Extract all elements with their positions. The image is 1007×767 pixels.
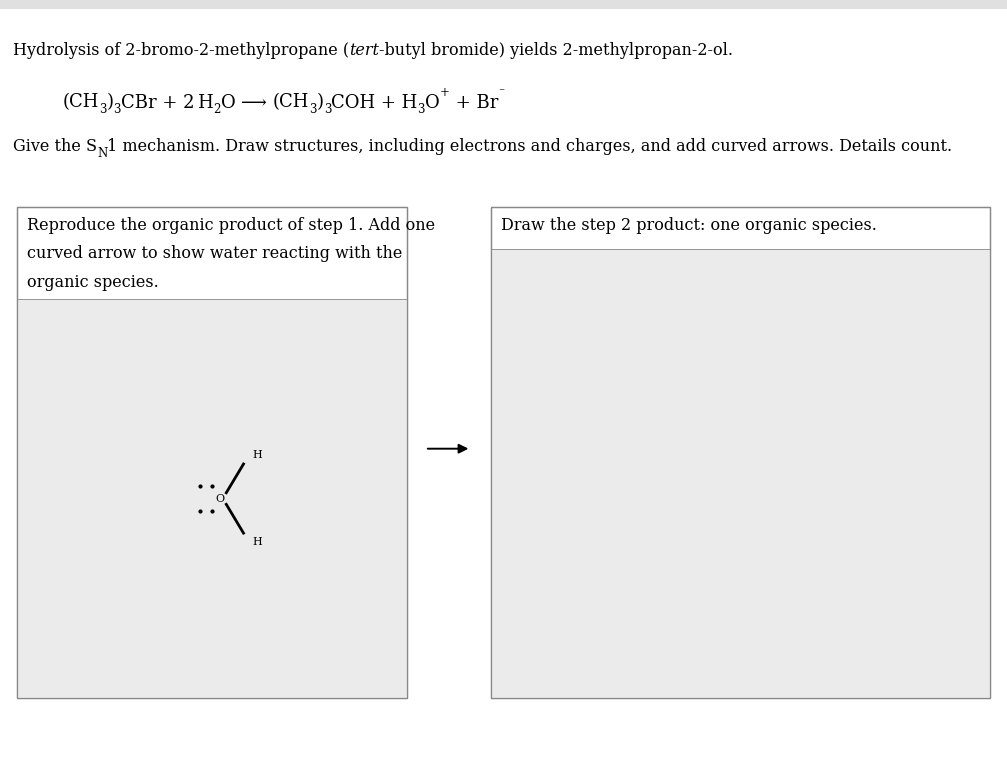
Text: + Br: + Br: [450, 94, 498, 111]
Text: 3: 3: [418, 103, 425, 116]
Bar: [491, 249, 990, 698]
Text: H: H: [253, 537, 262, 547]
Text: (CH: (CH: [273, 94, 309, 111]
Text: 3: 3: [99, 103, 107, 116]
Bar: [17, 207, 407, 698]
Bar: [17, 299, 407, 698]
Text: ⁻: ⁻: [498, 86, 505, 99]
Text: H: H: [253, 450, 262, 460]
Text: Hydrolysis of 2-bromo-2-methylpropane (: Hydrolysis of 2-bromo-2-methylpropane (: [13, 42, 349, 59]
Text: 1 mechanism. Draw structures, including electrons and charges, and add curved ar: 1 mechanism. Draw structures, including …: [108, 138, 953, 155]
Text: 2: 2: [213, 103, 221, 116]
Text: 3: 3: [324, 103, 331, 116]
Text: CBr + 2 H: CBr + 2 H: [121, 94, 213, 111]
Text: -butyl bromide) yields 2-methylpropan-2-ol.: -butyl bromide) yields 2-methylpropan-2-…: [379, 42, 733, 59]
Text: (CH: (CH: [62, 94, 99, 111]
Text: ⟶: ⟶: [242, 94, 273, 111]
Text: organic species.: organic species.: [27, 274, 159, 291]
Text: +: +: [440, 86, 450, 99]
Text: ): ): [317, 94, 324, 111]
Text: tert: tert: [349, 42, 379, 59]
Text: N: N: [97, 147, 108, 160]
Text: Draw the step 2 product: one organic species.: Draw the step 2 product: one organic spe…: [501, 217, 877, 234]
Text: COH + H: COH + H: [331, 94, 418, 111]
Text: O: O: [425, 94, 440, 111]
Text: O: O: [214, 493, 225, 504]
Bar: [491, 207, 990, 698]
Bar: [0, 0, 1007, 9]
Bar: [17, 207, 407, 698]
Text: O: O: [221, 94, 242, 111]
Text: Reproduce the organic product of step 1. Add one: Reproduce the organic product of step 1.…: [27, 217, 435, 234]
Text: 3: 3: [309, 103, 317, 116]
Text: Give the S: Give the S: [13, 138, 97, 155]
Text: ): ): [107, 94, 114, 111]
Text: curved arrow to show water reacting with the: curved arrow to show water reacting with…: [27, 245, 403, 262]
Bar: [491, 207, 990, 698]
Text: 3: 3: [114, 103, 121, 116]
